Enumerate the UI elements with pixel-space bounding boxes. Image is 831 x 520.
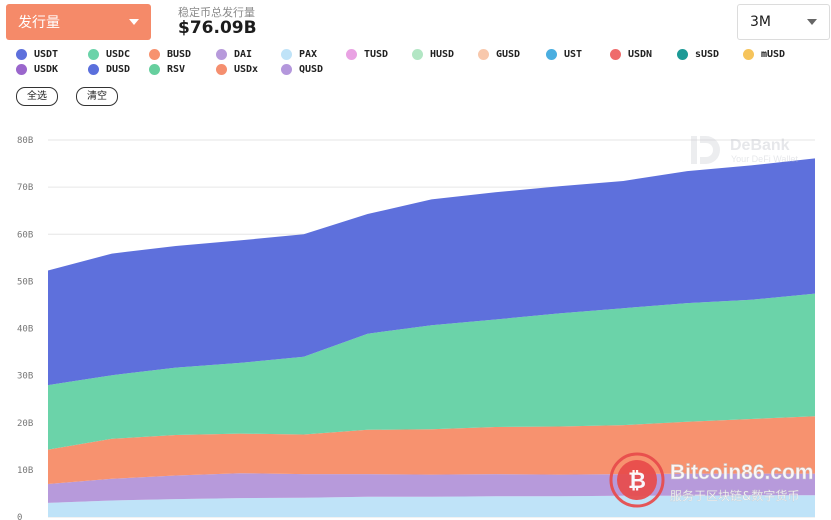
legend-swatch-icon: [546, 49, 557, 60]
legend-item-usdc[interactable]: USDC: [88, 49, 130, 60]
stacked-area-chart: 0 10B 20B 30B 40B 50B 60B 70B 80B DeBank Your De…: [17, 136, 815, 520]
y-tick-label: 40B: [17, 325, 33, 335]
bitcoin86-watermark: ₿ Bitcoin86.com 服务于区块链&数字货币: [609, 452, 814, 508]
y-tick-label: 60B: [17, 230, 33, 240]
legend-item-gusd[interactable]: GUSD: [478, 49, 520, 60]
legend-label: RSV: [167, 64, 186, 75]
legend-item-busd[interactable]: BUSD: [149, 49, 191, 60]
legend-label: USDK: [34, 64, 59, 75]
legend-label: QUSD: [299, 64, 324, 75]
chevron-down-icon: [129, 19, 139, 25]
legend-item-usdt[interactable]: USDT: [16, 49, 58, 60]
legend-item-usdk[interactable]: USDK: [16, 64, 58, 75]
debank-watermark: DeBank Your DeFi Wallet: [691, 136, 798, 164]
y-tick-label: 30B: [17, 372, 33, 382]
legend-label: TUSD: [364, 49, 389, 60]
legend-label: DUSD: [106, 64, 131, 75]
legend-label: mUSD: [761, 49, 786, 60]
legend-swatch-icon: [216, 49, 227, 60]
y-tick-label: 0: [17, 513, 22, 520]
metric-select-label: 发行量: [18, 15, 60, 31]
legend-swatch-icon: [88, 49, 99, 60]
legend-swatch-icon: [16, 49, 27, 60]
legend-label: PAX: [299, 49, 318, 60]
legend-item-dai[interactable]: DAI: [216, 49, 252, 60]
legend-label: BUSD: [167, 49, 192, 60]
legend-swatch-icon: [16, 64, 27, 75]
legend-swatch-icon: [281, 49, 292, 60]
bitcoin86-watermark-subtitle: 服务于区块链&数字货币: [670, 488, 799, 503]
bitcoin-glyph-icon: ₿: [628, 469, 646, 494]
legend-item-rsv[interactable]: RSV: [149, 64, 185, 75]
legend-item-ust[interactable]: UST: [546, 49, 582, 60]
legend-item-husd[interactable]: HUSD: [412, 49, 454, 60]
bitcoin86-watermark-title: Bitcoin86.com: [670, 461, 814, 484]
y-tick-label: 20B: [17, 419, 33, 429]
debank-watermark-subtitle: Your DeFi Wallet: [731, 154, 798, 164]
legend-swatch-icon: [610, 49, 621, 60]
time-range-select[interactable]: 3M: [737, 4, 830, 40]
debank-logo-icon: [691, 136, 720, 164]
legend-item-susd[interactable]: sUSD: [677, 49, 719, 60]
y-tick-label: 10B: [17, 466, 33, 476]
metric-select[interactable]: 发行量: [6, 4, 151, 40]
area-series-usdt: [48, 158, 815, 386]
total-supply-label: 稳定币总发行量: [178, 6, 255, 19]
legend-label: GUSD: [496, 49, 521, 60]
legend-swatch-icon: [281, 64, 292, 75]
legend-swatch-icon: [743, 49, 754, 60]
legend-item-usdx[interactable]: USDx: [216, 64, 258, 75]
y-tick-label: 70B: [17, 183, 33, 193]
time-range-label: 3M: [750, 14, 771, 30]
legend-label: USDT: [34, 49, 59, 60]
legend-swatch-icon: [216, 64, 227, 75]
y-axis-ticks: 0 10B 20B 30B 40B 50B 60B 70B 80B: [17, 136, 33, 520]
legend-item-tusd[interactable]: TUSD: [346, 49, 388, 60]
legend-swatch-icon: [412, 49, 423, 60]
legend-item-dusd[interactable]: DUSD: [88, 64, 130, 75]
legend-item-pax[interactable]: PAX: [281, 49, 317, 60]
legend-item-musd[interactable]: mUSD: [743, 49, 785, 60]
y-tick-label: 80B: [17, 136, 33, 146]
legend-label: DAI: [234, 49, 253, 60]
legend-label: USDC: [106, 49, 131, 60]
legend-swatch-icon: [88, 64, 99, 75]
total-supply-value: $76.09B: [178, 18, 257, 38]
legend-item-qusd[interactable]: QUSD: [281, 64, 323, 75]
select-all-button[interactable]: 全选: [16, 87, 58, 106]
legend-label: HUSD: [430, 49, 455, 60]
legend-label: sUSD: [695, 49, 720, 60]
chevron-down-icon: [807, 19, 817, 25]
legend-swatch-icon: [149, 49, 160, 60]
legend-label: USDN: [628, 49, 653, 60]
clear-button[interactable]: 清空: [76, 87, 118, 106]
legend-item-usdn[interactable]: USDN: [610, 49, 652, 60]
legend-swatch-icon: [677, 49, 688, 60]
legend-swatch-icon: [346, 49, 357, 60]
legend-label: UST: [564, 49, 583, 60]
debank-watermark-title: DeBank: [730, 137, 790, 154]
bitcoin-logo-icon: [617, 460, 657, 500]
legend-label: USDx: [234, 64, 259, 75]
y-tick-label: 50B: [17, 277, 33, 287]
legend-swatch-icon: [478, 49, 489, 60]
bitcoin86-ring-icon: [609, 452, 665, 508]
area-series-usdc: [48, 293, 815, 450]
legend-swatch-icon: [149, 64, 160, 75]
